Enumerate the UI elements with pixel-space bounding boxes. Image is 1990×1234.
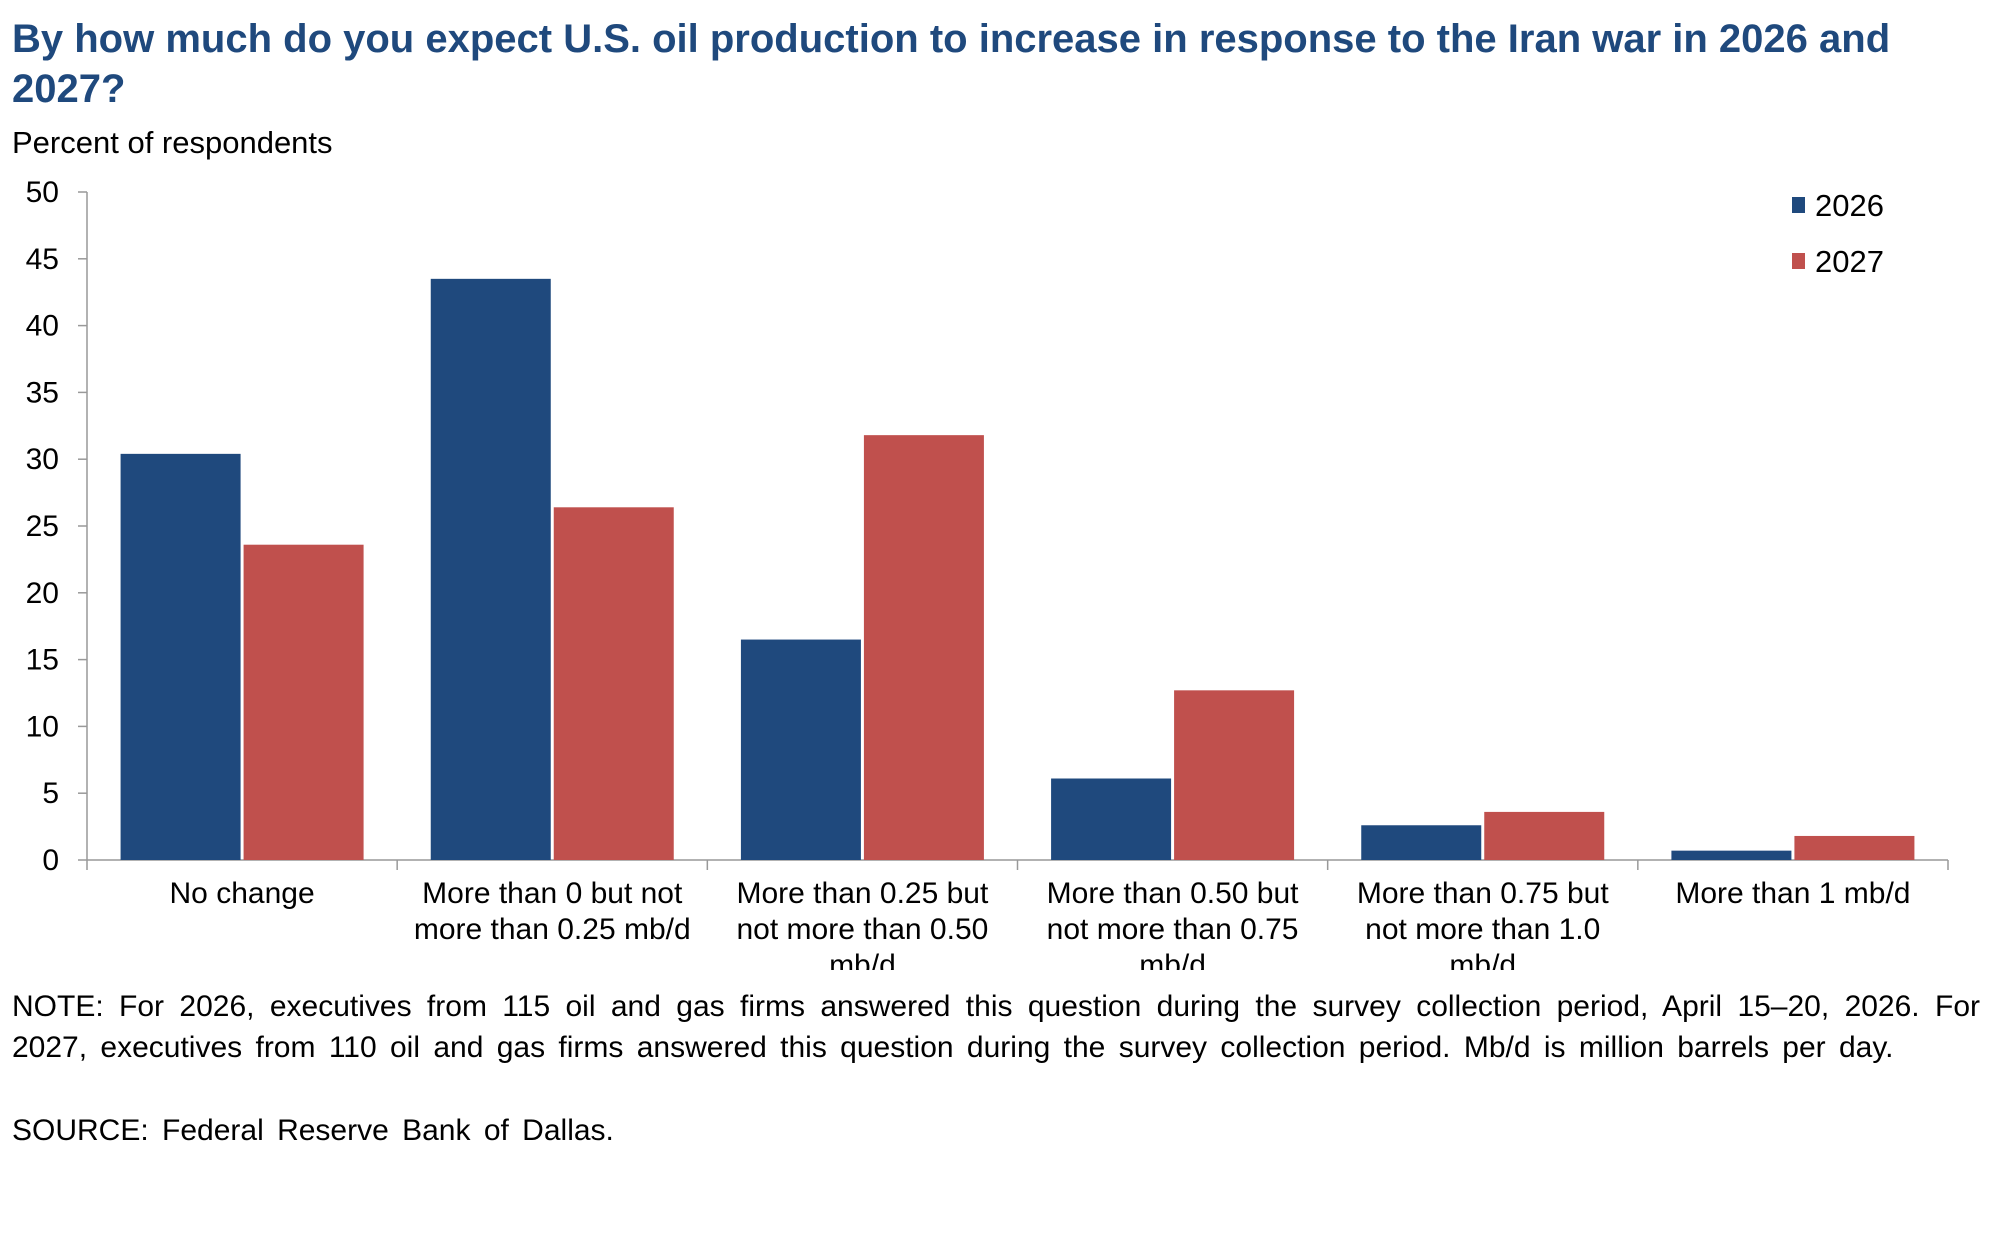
bar-2027-5 <box>1484 811 1605 860</box>
x-category-label-line: More than 0.75 but <box>1357 877 1610 910</box>
x-category-label: More than 0.25 but not more than 0.50 mb/d <box>736 877 989 970</box>
legend-swatch-2027 <box>1792 253 1805 269</box>
y-tick-label: 50 <box>26 176 59 209</box>
y-tick-label: 40 <box>26 310 59 343</box>
y-tick-label: 10 <box>26 710 59 743</box>
x-category-label: More than 1 mb/d <box>1675 877 1910 910</box>
x-category-label-line: More than 0 but not <box>422 877 683 910</box>
x-category-label: No change <box>170 877 315 910</box>
bar-2026-1 <box>120 453 241 860</box>
x-category-label-line: mb/d <box>1139 949 1206 970</box>
bar-2027-1 <box>243 544 364 860</box>
x-category-label-line: More than 0.25 but <box>736 877 989 910</box>
chart-title: By how much do you expect U.S. oil produ… <box>12 17 1891 111</box>
y-axis-label: Percent of respondents <box>12 125 333 160</box>
y-tick-label: 25 <box>26 510 59 543</box>
x-category-label-line: more than 0.25 mb/d <box>414 913 691 946</box>
bar-2027-4 <box>1174 690 1295 860</box>
chart-source: SOURCE: Federal Reserve Bank of Dallas. <box>12 1114 614 1147</box>
y-tick-label: 35 <box>26 376 59 409</box>
y-tick-label: 30 <box>26 443 59 476</box>
note-text: NOTE: For 2026, executives from 115 oil … <box>12 990 1980 1064</box>
x-category-label-line: not more than 0.75 <box>1047 913 1299 946</box>
bar-chart: 0 5 10 15 20 25 30 35 40 45 50 No change More than 0… <box>26 176 1949 970</box>
bar-2026-2 <box>430 278 551 861</box>
y-tick-label: 0 <box>42 844 59 877</box>
x-category-label-line: mb/d <box>1449 949 1516 970</box>
x-category-label: More than 0.50 but not more than 0.75 mb/d <box>1047 877 1300 970</box>
bar-2027-3 <box>863 435 984 860</box>
legend-label-2026: 2026 <box>1815 188 1884 223</box>
chart-note: NOTE: For 2026, executives from 115 oil … <box>12 986 1980 1068</box>
bar-2027-2 <box>553 507 674 860</box>
y-tick-label: 20 <box>26 577 59 610</box>
x-category-label-line: mb/d <box>829 949 896 970</box>
x-category-label: More than 0.75 but not more than 1.0 mb/d <box>1357 877 1610 970</box>
legend-label-2027: 2027 <box>1815 244 1884 279</box>
bar-2026-5 <box>1361 825 1482 860</box>
bar-2026-4 <box>1051 778 1172 860</box>
bar-2027-6 <box>1794 835 1915 860</box>
y-tick-label: 15 <box>26 644 59 677</box>
x-category-label-line: not more than 1.0 <box>1365 913 1600 946</box>
bar-2026-6 <box>1671 850 1792 860</box>
x-category-label-line: More than 1 mb/d <box>1675 877 1910 910</box>
legend-swatch-2026 <box>1792 197 1805 213</box>
x-category-label: More than 0 but not more than 0.25 mb/d <box>414 877 691 946</box>
x-category-label-line: More than 0.50 but <box>1047 877 1300 910</box>
x-category-label-line: not more than 0.50 <box>736 913 988 946</box>
x-category-label-line: No change <box>170 877 315 910</box>
y-tick-label: 5 <box>42 777 59 810</box>
bar-2026-3 <box>740 639 861 860</box>
y-tick-label: 45 <box>26 243 59 276</box>
